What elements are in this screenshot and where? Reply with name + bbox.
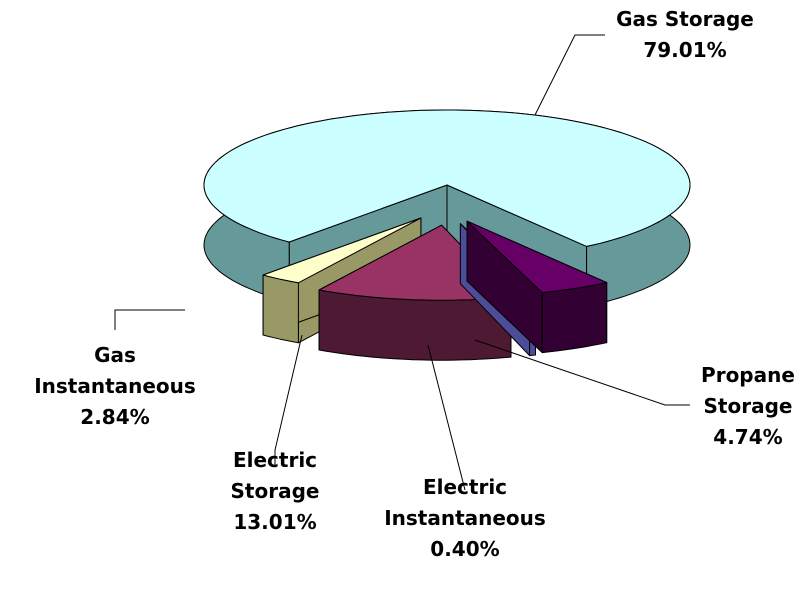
- label: Gas Storage 79.01%: [595, 4, 775, 66]
- category-label: Gas Instantaneous: [34, 343, 196, 398]
- leader-line: [427, 344, 466, 491]
- category-label: Gas Storage: [616, 7, 754, 31]
- category-label: Electric Instantaneous: [384, 475, 546, 530]
- slice-top: [466, 220, 608, 294]
- value-label: 2.84%: [80, 405, 150, 429]
- category-label: Electric Storage: [230, 448, 320, 503]
- slice-wall: [541, 282, 608, 354]
- label: Electric Storage 13.01%: [190, 445, 360, 538]
- label: Propane Storage 4.74%: [668, 360, 811, 453]
- value-label: 79.01%: [643, 38, 727, 62]
- label: Electric Instantaneous 0.40%: [380, 472, 550, 565]
- slices: [203, 109, 691, 361]
- label: Gas Instantaneous 2.84%: [30, 340, 200, 433]
- leader-line: [474, 339, 690, 406]
- slice-top: [203, 109, 691, 247]
- category-label: Propane Storage: [701, 363, 795, 418]
- leader-line: [534, 34, 605, 116]
- value-label: 0.40%: [430, 537, 500, 561]
- slice-top: [262, 217, 422, 284]
- slice-wall: [262, 274, 299, 344]
- value-label: 13.01%: [233, 510, 317, 534]
- leader-line: [114, 309, 185, 330]
- value-label: 4.74%: [713, 425, 783, 449]
- leader-line: [274, 334, 303, 465]
